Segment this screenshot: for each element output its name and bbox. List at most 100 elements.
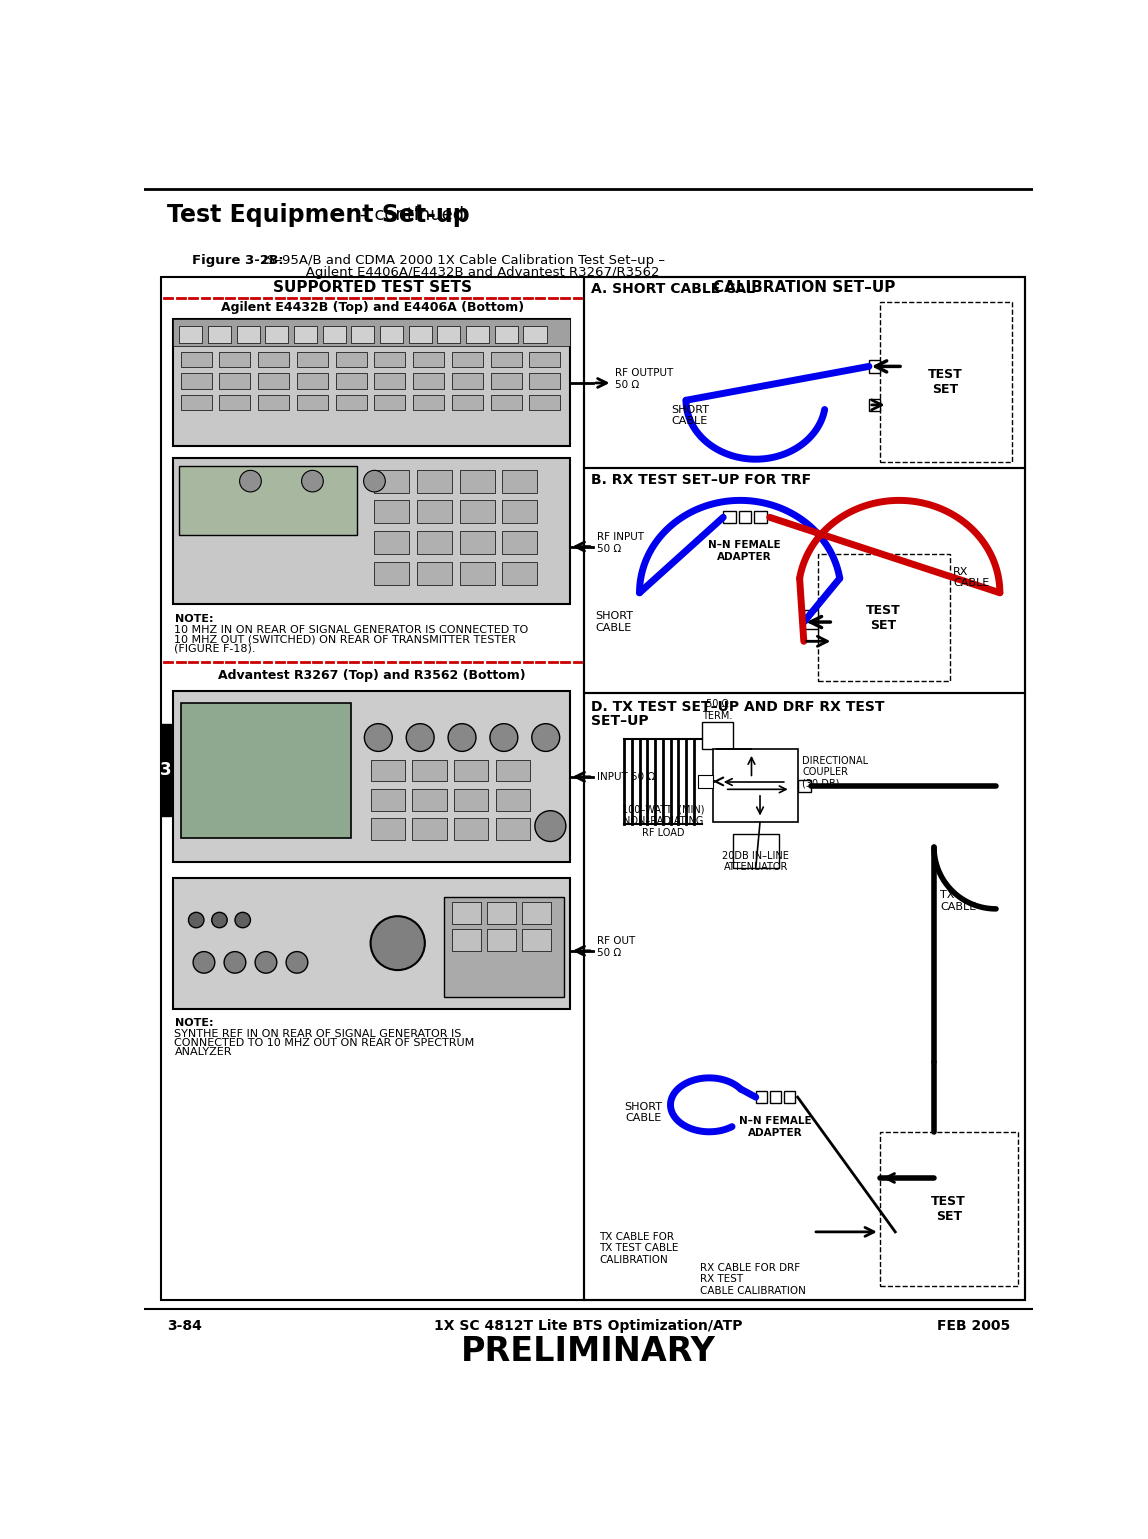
Text: CONNECTED TO 10 MHZ OUT ON REAR OF SPECTRUM: CONNECTED TO 10 MHZ OUT ON REAR OF SPECT… xyxy=(174,1037,475,1048)
Bar xyxy=(583,693,1025,1299)
Bar xyxy=(219,396,250,411)
Bar xyxy=(723,511,736,523)
Bar xyxy=(437,326,460,343)
Text: – continued: – continued xyxy=(355,206,465,225)
Bar xyxy=(583,277,1025,468)
Circle shape xyxy=(364,471,386,492)
Bar xyxy=(180,396,211,411)
Text: RF INPUT
50 Ω: RF INPUT 50 Ω xyxy=(597,532,644,554)
Bar xyxy=(173,320,569,446)
Text: TX
CABLE: TX CABLE xyxy=(940,890,977,911)
Text: IS–95A/B and CDMA 2000 1X Cable Calibration Test Set–up –: IS–95A/B and CDMA 2000 1X Cable Calibrat… xyxy=(259,254,665,266)
Bar xyxy=(173,459,569,605)
Bar xyxy=(180,374,211,389)
Bar xyxy=(459,562,495,585)
Bar xyxy=(180,352,211,368)
Bar xyxy=(496,819,530,840)
Circle shape xyxy=(240,471,262,492)
Bar xyxy=(784,1091,794,1103)
Bar xyxy=(817,554,949,682)
Bar xyxy=(455,790,488,811)
Bar xyxy=(258,396,289,411)
Bar xyxy=(701,722,732,749)
Bar xyxy=(417,469,452,492)
Text: Agilent E4406A/E4432B and Advantest R3267/R3562: Agilent E4406A/E4432B and Advantest R326… xyxy=(259,266,659,279)
Text: RX
CABLE: RX CABLE xyxy=(953,566,990,588)
Bar xyxy=(452,352,483,368)
Bar xyxy=(297,374,328,389)
Text: RF OUT
50 Ω: RF OUT 50 Ω xyxy=(597,936,635,957)
Text: D. TX TEST SET–UP AND DRF RX TEST: D. TX TEST SET–UP AND DRF RX TEST xyxy=(591,700,885,714)
Bar xyxy=(323,326,346,343)
Text: 10 MHZ OUT (SWITCHED) ON REAR OF TRANSMITTER TESTER: 10 MHZ OUT (SWITCHED) ON REAR OF TRANSMI… xyxy=(174,634,517,645)
Bar xyxy=(459,531,495,554)
Bar xyxy=(879,302,1011,462)
Bar xyxy=(417,531,452,554)
Text: CALIBRATION SET–UP: CALIBRATION SET–UP xyxy=(713,280,895,295)
Bar xyxy=(371,790,405,811)
Bar xyxy=(219,352,250,368)
Bar xyxy=(297,352,328,368)
Text: FEB 2005: FEB 2005 xyxy=(937,1319,1010,1333)
Text: RF OUTPUT
50 Ω: RF OUTPUT 50 Ω xyxy=(614,368,673,389)
Bar xyxy=(869,399,879,411)
Bar xyxy=(236,326,259,343)
Bar xyxy=(374,352,405,368)
Bar xyxy=(371,760,405,782)
Bar xyxy=(755,1091,767,1103)
Bar xyxy=(409,326,432,343)
Bar xyxy=(417,500,452,523)
Bar xyxy=(374,469,410,492)
Text: RX CABLE FOR DRF
RX TEST
CABLE CALIBRATION: RX CABLE FOR DRF RX TEST CABLE CALIBRATI… xyxy=(700,1262,806,1296)
Circle shape xyxy=(364,723,393,751)
Bar xyxy=(173,877,569,1008)
Bar xyxy=(413,352,444,368)
Text: TEST
SET: TEST SET xyxy=(929,368,963,396)
Bar xyxy=(503,562,537,585)
Bar xyxy=(412,790,447,811)
Bar xyxy=(496,760,530,782)
Bar xyxy=(335,396,366,411)
Circle shape xyxy=(371,916,425,970)
Bar xyxy=(335,352,366,368)
Text: NOTE:: NOTE: xyxy=(174,614,214,625)
Bar xyxy=(452,930,481,951)
Text: SYNTHE REF IN ON REAR OF SIGNAL GENERATOR IS: SYNTHE REF IN ON REAR OF SIGNAL GENERATO… xyxy=(174,1028,461,1039)
Bar xyxy=(698,776,713,788)
Text: 3: 3 xyxy=(161,760,172,779)
Bar xyxy=(804,609,817,622)
Bar xyxy=(374,500,410,523)
Bar xyxy=(738,511,751,523)
Bar xyxy=(179,466,357,536)
Bar xyxy=(452,902,481,923)
Bar xyxy=(380,326,403,343)
Text: Test Equipment Set-up: Test Equipment Set-up xyxy=(166,203,470,228)
Bar xyxy=(583,468,1025,693)
Bar xyxy=(374,374,405,389)
Text: NOTE:: NOTE: xyxy=(174,1017,214,1028)
Bar xyxy=(490,374,521,389)
Bar xyxy=(459,469,495,492)
Text: 100–WATT  (MIN)
NON–RADIATING
RF LOAD: 100–WATT (MIN) NON–RADIATING RF LOAD xyxy=(621,805,704,837)
Bar xyxy=(529,352,560,368)
Circle shape xyxy=(224,951,246,973)
Bar xyxy=(173,691,569,862)
Bar xyxy=(503,531,537,554)
Circle shape xyxy=(490,723,518,751)
Text: 20DB IN–LINE
ATTENUATOR: 20DB IN–LINE ATTENUATOR xyxy=(722,851,789,873)
Bar xyxy=(495,326,518,343)
Bar xyxy=(374,396,405,411)
Text: TEST
SET: TEST SET xyxy=(931,1194,967,1224)
Bar xyxy=(459,500,495,523)
Bar xyxy=(173,320,569,346)
Bar xyxy=(294,326,317,343)
Bar xyxy=(258,374,289,389)
Bar xyxy=(161,723,171,816)
Bar xyxy=(490,396,521,411)
Bar xyxy=(374,531,410,554)
Text: SUPPORTED TEST SETS: SUPPORTED TEST SETS xyxy=(272,280,472,295)
Circle shape xyxy=(302,471,324,492)
Text: 3-84: 3-84 xyxy=(166,1319,202,1333)
Bar xyxy=(769,1091,781,1103)
Bar xyxy=(523,326,546,343)
